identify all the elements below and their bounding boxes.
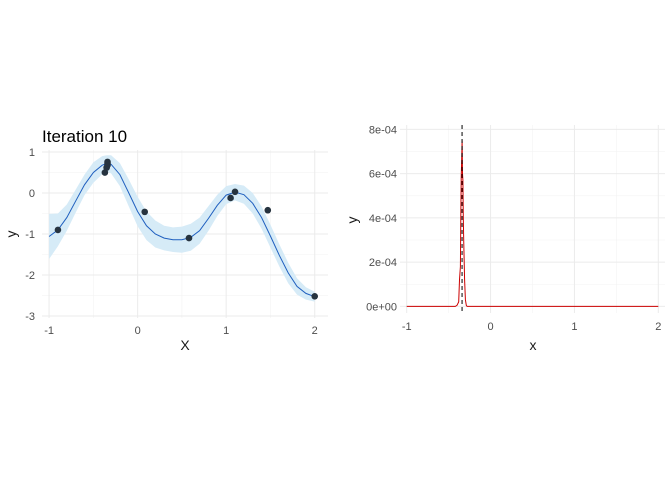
data-point [54,226,62,234]
left-chart-title: Iteration 10 [42,127,127,146]
x-tick-label: 2 [312,325,318,337]
data-point [227,194,234,202]
fit-line [48,162,315,298]
confidence-band [49,155,315,302]
left-y-axis-label: y [3,231,19,238]
y-tick-label: 0e+00 [366,301,397,313]
y-tick-label: 6e-04 [369,169,397,181]
data-point [311,292,319,300]
y-tick-label: 8e-04 [369,124,397,136]
right-x-tick-labels: -1 0 1 2 [402,321,662,333]
left-x-axis-label: X [180,337,190,353]
x-tick-label: -1 [402,321,412,333]
left-x-tick-labels: -1 0 1 2 [44,325,318,337]
y-tick-label: 0 [29,188,35,200]
data-point [231,188,239,196]
right-x-axis-label: x [530,337,537,353]
left-y-tick-labels: -3 -2 -1 0 1 [25,147,35,323]
right-y-tick-labels: 0e+00 2e-04 4e-04 6e-04 8e-04 [366,124,397,313]
y-tick-label: 4e-04 [369,213,397,225]
data-point [185,234,193,242]
x-tick-label: -1 [44,325,54,337]
observed-points [54,158,319,300]
x-tick-label: 0 [135,325,141,337]
data-point [264,206,272,214]
y-tick-label: 2e-04 [369,257,397,269]
data-point [104,158,111,166]
left-panel: -1 0 1 2 -3 -2 -1 0 1 Iteration 10 X y [3,127,328,353]
x-tick-label: 1 [223,325,229,337]
y-tick-label: -2 [25,270,35,282]
data-point [141,208,149,216]
y-tick-label: -1 [25,229,35,241]
y-tick-label: -3 [25,311,35,323]
density-line [406,140,659,307]
right-grid [400,125,665,313]
x-tick-label: 1 [571,321,577,333]
x-tick-label: 0 [488,321,494,333]
right-y-axis-label: y [344,217,360,224]
y-tick-label: 1 [29,147,35,159]
x-tick-label: 2 [655,321,661,333]
right-panel: -1 0 1 2 0e+00 2e-04 4e-04 6e-04 8e-04 x y [344,124,665,353]
